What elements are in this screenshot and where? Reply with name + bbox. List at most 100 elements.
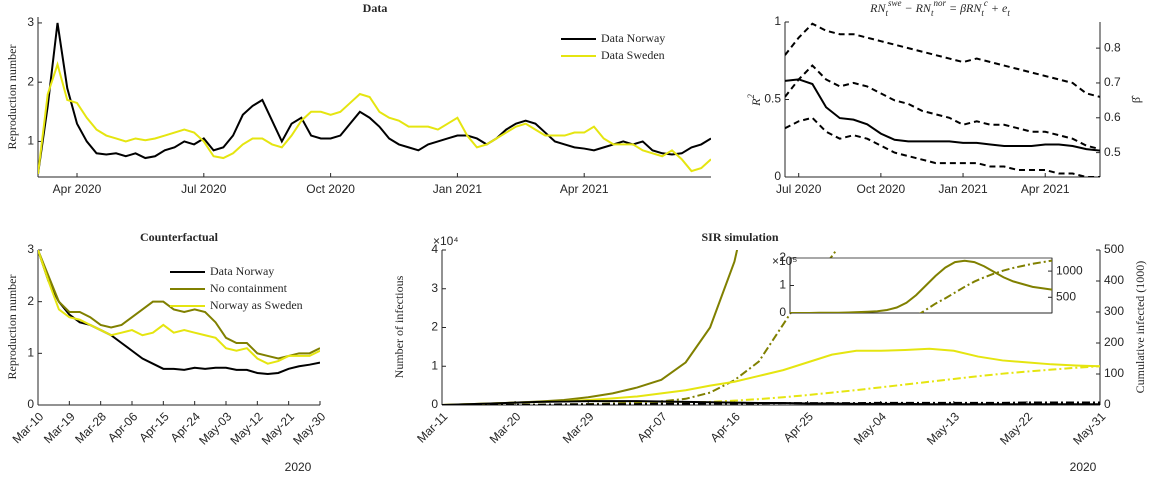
x-tick-label: May-21: [259, 409, 297, 447]
x-tick-label: Jul 2020: [181, 182, 227, 196]
series-line: [38, 250, 320, 365]
y-tick-label: 4: [431, 242, 438, 256]
y2-tick-label: 500: [1104, 242, 1124, 256]
x-tick-label: Mar-11: [414, 409, 450, 445]
x-tick-label: Apr-07: [634, 409, 670, 445]
text-part: t: [885, 8, 888, 18]
y-tick-label: 0.5: [764, 92, 781, 106]
y-axis-label: R2: [746, 94, 763, 107]
chart-title: Data: [363, 1, 388, 15]
x-tick-label: Apr-15: [136, 409, 172, 445]
x-tick-label: May-31: [1070, 409, 1108, 447]
y-axis-label: Reproduction number: [5, 275, 19, 380]
x-year-label: 2020: [285, 460, 312, 474]
series-line: [442, 250, 838, 405]
legend-label: Data Sweden: [601, 48, 665, 62]
series-line: [38, 60, 711, 175]
y2-tick-label: 0.8: [1104, 40, 1121, 54]
text-part: t: [981, 8, 984, 18]
x-tick-label: May-30: [290, 409, 328, 447]
x-tick-label: Mar-20: [487, 409, 524, 446]
y2-axis-label: β̂: [1129, 95, 1143, 103]
y-tick-label: 1: [431, 358, 438, 372]
text-part: c: [984, 0, 988, 8]
x-tick-label: May-03: [196, 409, 234, 447]
series-line: [38, 22, 711, 175]
legend-label: Data Norway: [601, 31, 665, 45]
x-tick-label: May-04: [851, 409, 889, 447]
y2-axis-label: Cumulative infected (1000): [1133, 261, 1147, 394]
y-tick-label: 0: [779, 305, 786, 319]
y2-tick-label: 1000: [1056, 263, 1083, 277]
chart-title: Counterfactual: [140, 230, 219, 244]
text-part: t: [1007, 8, 1010, 18]
x-tick-label: Apr-25: [781, 409, 817, 445]
inset-frame: [789, 257, 1053, 314]
x-year-label: 2020: [1070, 460, 1097, 474]
y-multiplier: ×10⁵: [772, 254, 797, 268]
y-tick-label: 0: [774, 169, 781, 183]
x-tick-label: Jan 2021: [433, 182, 483, 196]
x-tick-label: Apr 2021: [560, 182, 609, 196]
x-tick-label: Apr-16: [707, 409, 743, 445]
y2-tick-label: 0.6: [1104, 110, 1121, 124]
series-line: [785, 78, 1100, 152]
y2-tick-label: 400: [1104, 273, 1124, 287]
y2-tick-label: 100: [1104, 366, 1124, 380]
y-tick-label: 2: [431, 320, 438, 334]
y-tick-label: 2: [27, 74, 34, 88]
x-tick-label: Oct 2020: [857, 182, 906, 196]
y2-tick-label: 0: [1104, 397, 1111, 411]
legend-label: Norway as Sweden: [210, 298, 303, 312]
text-part: 2: [746, 94, 756, 99]
series-line: [785, 64, 1100, 151]
series-line: [442, 347, 1100, 405]
x-tick-label: Apr 2021: [1021, 182, 1070, 196]
series-line: [442, 400, 1100, 405]
text-part: t: [931, 8, 934, 18]
x-tick-label: Mar-29: [560, 409, 597, 446]
y-axis-label: Number of infectious: [392, 275, 406, 378]
series-line: [919, 259, 1052, 313]
series-line: [790, 259, 1052, 313]
y-tick-label: 3: [431, 281, 438, 295]
x-tick-label: May-22: [997, 409, 1035, 447]
x-tick-label: Mar-10: [10, 409, 47, 446]
series-line: [785, 116, 1100, 177]
x-tick-label: May-12: [228, 409, 266, 447]
y-tick-label: 0: [27, 397, 34, 411]
x-tick-label: Mar-28: [72, 409, 109, 446]
y-axis-label: Reproduction number: [5, 45, 19, 150]
legend-label: No containment: [210, 281, 288, 295]
chart-title: SIR simulation: [701, 230, 778, 244]
text-part: R: [749, 98, 763, 107]
text-part: swe: [888, 0, 902, 8]
y-tick-label: 3: [27, 15, 34, 29]
y2-tick-label: 0.7: [1104, 75, 1121, 89]
text-part: nor: [933, 0, 946, 8]
y-tick-label: 1: [27, 346, 34, 360]
chart-title: RNtswe − RNtnor = βRNtc + et: [869, 0, 1010, 18]
x-tick-label: Oct 2020: [306, 182, 355, 196]
y-tick-label: 1: [779, 278, 786, 292]
x-tick-label: Apr-06: [105, 409, 141, 445]
y2-tick-label: 0.5: [1104, 145, 1121, 159]
series-line: [38, 250, 320, 376]
x-tick-label: Apr 2020: [53, 182, 102, 196]
y2-tick-label: 200: [1104, 335, 1124, 349]
series-line: [442, 365, 1100, 405]
x-tick-label: May-13: [924, 409, 962, 447]
y-tick-label: 3: [27, 242, 34, 256]
y2-tick-label: 300: [1104, 304, 1124, 318]
series-line: [38, 250, 320, 360]
text-part: + e: [988, 1, 1008, 15]
series-line: [442, 401, 1100, 405]
x-tick-label: Jul 2020: [776, 182, 822, 196]
x-tick-label: Mar-19: [41, 409, 78, 446]
text-part: RN: [869, 1, 886, 15]
series-line: [785, 22, 1100, 98]
y-multiplier: ×10⁴: [433, 234, 459, 248]
y-tick-label: 1: [774, 14, 781, 28]
y-tick-label: 0: [431, 397, 438, 411]
